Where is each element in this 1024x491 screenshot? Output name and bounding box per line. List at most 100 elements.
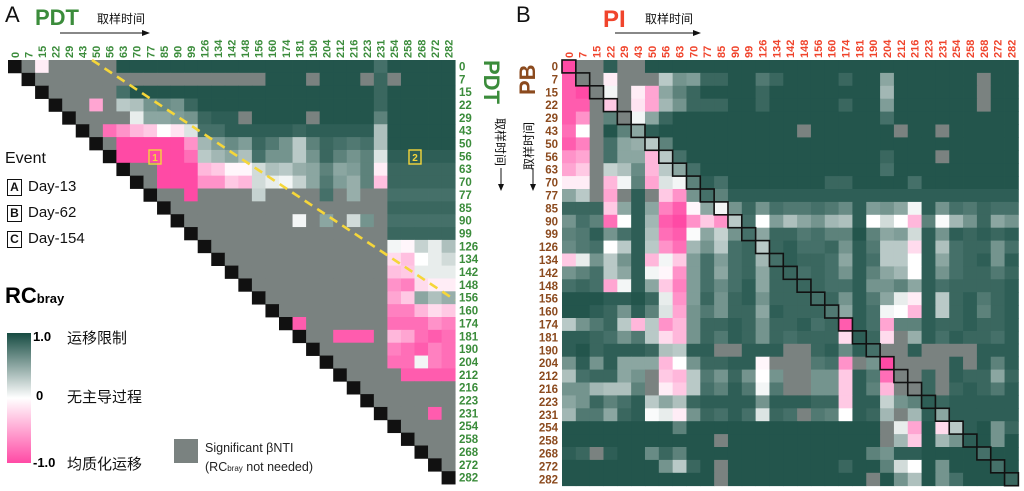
heatmap-cell [714,85,729,100]
heatmap-cell [810,72,826,87]
heatmap-cell [741,292,757,306]
row-label: 272 [459,460,478,472]
heatmap-cell [1004,85,1019,100]
heatmap-cell [741,240,757,254]
heatmap-cell [976,343,992,358]
row-label: 15 [545,87,558,99]
heatmap-cell [170,85,185,99]
heatmap-cell [893,214,909,229]
heatmap-cell [921,421,936,435]
diagonal-outline [602,97,619,113]
heatmap-cell [251,149,266,164]
heatmap-cell [727,356,743,370]
heatmap-cell [631,292,646,306]
colorbar-tick-max: 1.0 [33,329,52,344]
diagonal-outline [796,278,812,293]
heatmap-cell [700,176,715,190]
heatmap-cell [866,369,881,383]
heatmap-cell [292,85,307,99]
heatmap-cell [603,124,618,138]
heatmap-cell [963,227,978,241]
heatmap-cell [852,318,867,332]
heatmap-cell [921,292,936,306]
column-label: 212 [335,40,347,58]
heatmap-cell [769,447,784,461]
heatmap-cell [306,149,321,164]
heatmap-cell [1004,98,1019,112]
heatmap-cell [672,189,687,203]
heatmap-cell [963,472,978,487]
heatmap-cell [116,124,131,138]
heatmap-cell [102,124,117,138]
heatmap-cell [755,60,770,74]
heatmap-cell [346,317,361,331]
heatmap-cell [880,421,895,435]
diagonal-outline [754,239,771,255]
rc-title-sub: bray [36,291,65,306]
heatmap-cell [373,278,388,292]
heatmap-cell [866,356,881,370]
heatmap-cell [400,265,415,279]
heatmap-cell [949,85,964,100]
heatmap-cell [907,292,922,306]
heatmap-cell [428,162,442,177]
heatmap-cell [414,291,429,305]
heatmap-cell [1004,201,1019,216]
heatmap-cell [197,60,212,74]
heatmap-cell [686,124,701,138]
heatmap-cell [810,292,826,306]
heatmap-cell [797,382,812,396]
heatmap-cell [893,279,909,293]
heatmap-cell [279,98,293,112]
heatmap-cell [866,279,881,293]
row-label: 223 [459,396,478,408]
heatmap-cell [400,98,415,112]
heatmap-cell [852,434,867,448]
heatmap-cell [921,85,936,100]
heatmap-cell [89,85,104,99]
heatmap-cell [893,421,909,435]
heatmap-cell [824,305,839,319]
heatmap-cell [1004,189,1019,203]
heatmap-cell [575,124,591,138]
heatmap-cell [589,434,604,448]
heatmap-cell [686,472,701,487]
heatmap-cell [824,382,839,396]
panel-b-vertical-axis-label: 取样时间 [522,121,536,170]
heatmap-cell [838,189,853,203]
heatmap-cell [346,162,361,177]
heatmap-cell [562,447,577,461]
heatmap-cell [265,98,280,112]
heatmap-cell [603,292,618,306]
heatmap-cell [783,227,798,241]
row-label: 223 [539,397,558,409]
heatmap-cell [852,305,867,319]
heatmap-cell [292,239,307,254]
heatmap-cell [880,459,895,474]
heatmap-cell [387,124,402,138]
heatmap-cell [672,292,687,306]
heatmap-cell [810,189,826,203]
heatmap-cell [866,382,881,396]
event-key: B [7,205,22,222]
heatmap-cell [783,434,798,448]
heatmap-cell [949,60,964,74]
column-label: 7 [23,52,35,58]
heatmap-cell [893,382,909,396]
heatmap-cell [562,201,577,216]
heatmap-cell [346,239,361,254]
heatmap-cell [617,189,632,203]
heatmap-cell [990,163,1005,177]
heatmap-cell [907,72,922,87]
heatmap-cell [224,60,239,74]
heatmap-cell [963,318,978,332]
heatmap-cell [414,342,429,356]
heatmap-cell [990,459,1005,474]
panel-a-axis-label: 取样时间 [97,12,146,26]
column-label: 181 [294,40,306,58]
heatmap-cell [963,305,978,319]
heatmap-cell [824,214,839,229]
heatmap-cell [279,214,293,228]
row-label: 204 [459,357,479,369]
heatmap-cell [866,253,881,267]
